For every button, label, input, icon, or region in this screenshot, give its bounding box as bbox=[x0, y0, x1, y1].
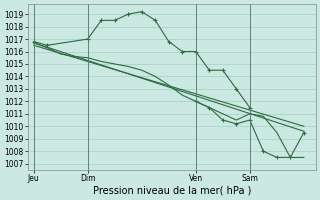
X-axis label: Pression niveau de la mer( hPa ): Pression niveau de la mer( hPa ) bbox=[92, 186, 251, 196]
